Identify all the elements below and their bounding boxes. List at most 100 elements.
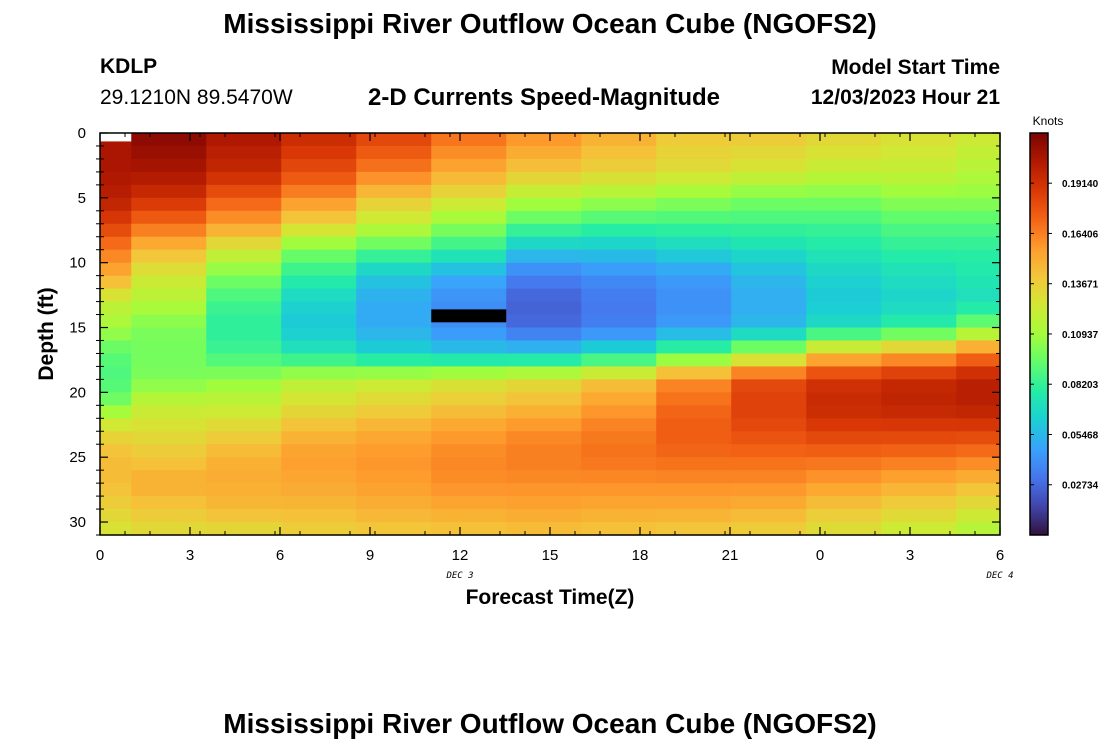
heatmap-cell	[356, 327, 432, 342]
heatmap-cell	[281, 223, 357, 238]
heatmap-cell	[581, 288, 657, 303]
x-tick-label: 0	[816, 547, 824, 564]
heatmap-cell	[131, 340, 207, 355]
heatmap-cell	[581, 262, 657, 277]
heatmap-cell	[956, 223, 1001, 238]
heatmap-cell	[206, 236, 282, 251]
heatmap-cell	[281, 275, 357, 290]
heatmap-cell	[581, 133, 657, 147]
masked-cell	[431, 309, 507, 323]
heatmap-cell	[206, 470, 282, 484]
heatmap-cell	[506, 288, 582, 303]
heatmap-cell	[956, 171, 1001, 186]
heatmap-cell	[881, 431, 957, 445]
heatmap-cell	[131, 314, 207, 329]
heatmap-cell	[731, 184, 807, 199]
heatmap-cell	[131, 327, 207, 342]
heatmap-cell	[131, 262, 207, 277]
heatmap-cell	[956, 470, 1001, 484]
heatmap-cell	[506, 314, 582, 329]
heatmap-cell	[281, 236, 357, 251]
x-tick-label: 15	[542, 547, 559, 564]
heatmap-cell	[131, 366, 207, 380]
heatmap-cell	[131, 418, 207, 432]
heatmap-cell	[656, 327, 732, 342]
heatmap-cell	[956, 366, 1001, 380]
heatmap-cell	[731, 236, 807, 251]
heatmap-cell	[206, 483, 282, 497]
heatmap-cell	[281, 249, 357, 264]
heatmap-cell	[100, 236, 132, 251]
heatmap-cell	[881, 145, 957, 160]
heatmap-cell	[506, 405, 582, 419]
heatmap-cell	[806, 496, 882, 510]
heatmap-cell	[656, 405, 732, 419]
heatmap-cell	[656, 379, 732, 393]
heatmap-cell	[206, 223, 282, 238]
colorbar-tick-label: 0.08203	[1062, 380, 1099, 391]
heatmap-cell	[581, 483, 657, 497]
heatmap-cell	[881, 353, 957, 368]
heatmap-cell	[956, 431, 1001, 445]
heatmap-cell	[100, 457, 132, 471]
heatmap-cell	[506, 340, 582, 355]
heatmap-cell	[100, 392, 132, 406]
heatmap-cell	[281, 405, 357, 419]
heatmap-cell	[356, 522, 432, 536]
heatmap-cell	[581, 145, 657, 160]
heatmap-cell	[131, 197, 207, 212]
heatmap-cell	[656, 171, 732, 186]
date-label: DEC 3	[445, 571, 473, 581]
heatmap-cell	[356, 145, 432, 160]
heatmap-cell	[131, 457, 207, 471]
heatmap-cell	[806, 392, 882, 406]
heatmap-cell	[656, 340, 732, 355]
heatmap-cell	[281, 418, 357, 432]
heatmap-cell	[431, 288, 507, 303]
heatmap-cell	[731, 314, 807, 329]
heatmap-cell	[206, 158, 282, 173]
heatmap-cell	[131, 483, 207, 497]
heatmap-cell	[956, 483, 1001, 497]
heatmap-cell	[356, 158, 432, 173]
heatmap-cell	[656, 353, 732, 368]
heatmap-cell	[506, 483, 582, 497]
heatmap-cell	[356, 249, 432, 264]
heatmap-cell	[506, 262, 582, 277]
heatmap-cell	[581, 314, 657, 329]
heatmap-cell	[131, 444, 207, 458]
heatmap-cell	[656, 418, 732, 432]
heatmap-cell	[431, 145, 507, 160]
heatmap-cell	[806, 171, 882, 186]
heatmap-cell	[206, 197, 282, 212]
x-tick-label: 3	[906, 547, 914, 564]
heatmap-cell	[881, 314, 957, 329]
heatmap-cell	[581, 236, 657, 251]
heatmap-cell	[731, 301, 807, 316]
heatmap-cell	[100, 171, 132, 186]
heatmap-cell	[806, 262, 882, 277]
heatmap-cell	[131, 171, 207, 186]
heatmap-cell	[206, 431, 282, 445]
heatmap-cell	[206, 353, 282, 368]
heatmap-cell	[956, 392, 1001, 406]
heatmap-cell	[806, 379, 882, 393]
heatmap-cell	[956, 496, 1001, 510]
heatmap-cell	[881, 483, 957, 497]
heatmap-cell	[881, 210, 957, 225]
heatmap-cell	[431, 418, 507, 432]
heatmap-cell	[506, 470, 582, 484]
heatmap-cell	[656, 236, 732, 251]
heatmap-cell	[881, 171, 957, 186]
heatmap-cell	[656, 366, 732, 380]
heatmap-cell	[806, 288, 882, 303]
heatmap-cell	[206, 392, 282, 406]
heatmap-cell	[431, 444, 507, 458]
variable-title: 2-D Currents Speed-Magnitude	[368, 84, 721, 111]
heatmap-cell	[956, 301, 1001, 316]
heatmap-cell	[506, 457, 582, 471]
heatmap-cell	[581, 327, 657, 342]
heatmap-cell	[656, 210, 732, 225]
heatmap-cell	[100, 158, 132, 173]
heatmap-cell	[581, 392, 657, 406]
